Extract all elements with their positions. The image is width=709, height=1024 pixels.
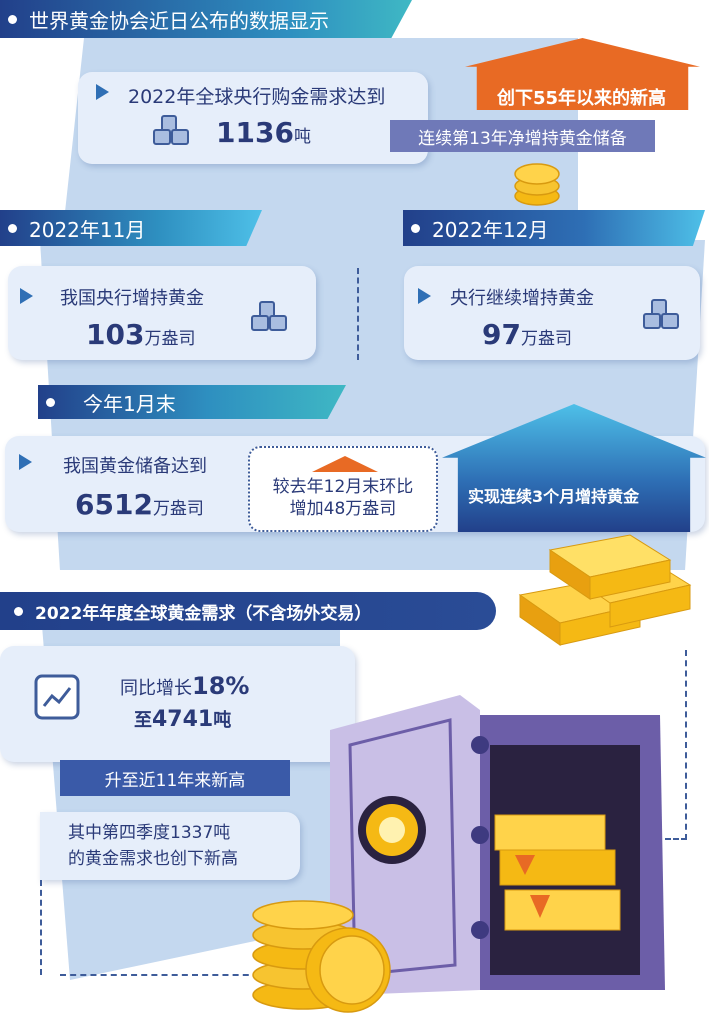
dec-label: 央行继续增持黄金 xyxy=(450,288,594,309)
trend-chart-icon xyxy=(34,674,80,720)
jan-label: 我国黄金储备达到 xyxy=(63,456,207,477)
consecutive-tag: 连续第13年净增持黄金储备 xyxy=(390,120,655,152)
gold-bars-icon xyxy=(153,115,189,145)
note-line1: 其中第四季度1337吨 xyxy=(68,823,231,843)
compare-line1: 较去年12月末环比 xyxy=(272,477,414,497)
total-prefix: 至 xyxy=(134,710,152,731)
growth-prefix: 同比增长 xyxy=(120,678,192,699)
up-arrow-icon xyxy=(312,456,378,472)
jan-banner: 今年1月末 xyxy=(38,385,346,419)
divider-dashed xyxy=(357,268,359,360)
bullet-icon xyxy=(14,606,23,616)
total-value: 4741 xyxy=(152,707,214,732)
q4-note-card: 其中第四季度1337吨 的黄金需求也创下新高 xyxy=(40,812,300,880)
note-line2: 的黄金需求也创下新高 xyxy=(68,849,238,869)
total-unit: 吨 xyxy=(213,710,232,731)
jan-value: 6512 xyxy=(75,488,153,521)
dec-value: 97 xyxy=(482,318,521,351)
coin-stack-icon xyxy=(514,163,560,206)
nov-card: 我国央行增持黄金 103万盎司 xyxy=(8,266,316,360)
consecutive-tag-text: 连续第13年净增持黄金储备 xyxy=(418,128,627,149)
play-triangle-icon xyxy=(418,288,431,304)
nov-value: 103 xyxy=(86,318,145,351)
gold-bars-icon xyxy=(643,299,679,329)
dec-banner: 2022年12月 xyxy=(403,210,705,246)
bullet-icon xyxy=(46,397,55,407)
three-months-text: 实现连续3个月增持黄金 xyxy=(468,487,640,506)
card-unit: 吨 xyxy=(293,127,311,147)
card-value: 1136 xyxy=(216,116,294,149)
nov-banner: 2022年11月 xyxy=(0,210,262,246)
bullet-icon xyxy=(411,223,420,233)
nov-label: 我国央行增持黄金 xyxy=(60,288,204,309)
annual-title: 2022年年度全球黄金需求（不含场外交易） xyxy=(35,603,372,624)
jan-title: 今年1月末 xyxy=(83,391,176,416)
dashed-connector xyxy=(40,880,80,975)
record-high-text: 创下55年以来的新高 xyxy=(497,88,667,109)
bullet-icon xyxy=(8,223,17,233)
dec-title: 2022年12月 xyxy=(432,217,549,242)
growth-value: 18% xyxy=(192,672,250,700)
section1-title-banner: 世界黄金协会近日公布的数据显示 xyxy=(0,0,412,38)
global-demand-card: 2022年全球央行购金需求达到 1136吨 xyxy=(78,72,428,164)
coin-pile-illustration xyxy=(252,900,391,1013)
dec-card: 央行继续增持黄金 97万盎司 xyxy=(404,266,700,360)
card-label: 2022年全球央行购金需求达到 xyxy=(128,86,386,108)
eleven-year-tag: 升至近11年来新高 xyxy=(60,760,290,796)
play-triangle-icon xyxy=(96,84,109,100)
dec-unit: 万盎司 xyxy=(520,329,572,349)
annual-card: 同比增长18% 至4741吨 xyxy=(0,646,355,762)
dashed-connector xyxy=(60,974,330,976)
play-triangle-icon xyxy=(19,454,32,470)
dashed-connector xyxy=(665,650,687,840)
nov-unit: 万盎司 xyxy=(144,329,196,349)
safe-illustration xyxy=(330,695,665,995)
gold-bars-icon xyxy=(251,301,287,331)
compare-box: 较去年12月末环比 增加48万盎司 xyxy=(248,446,438,532)
nov-title: 2022年11月 xyxy=(29,217,146,242)
jan-unit: 万盎司 xyxy=(152,499,204,519)
eleven-year-text: 升至近11年来新高 xyxy=(104,770,246,791)
play-triangle-icon xyxy=(20,288,33,304)
gold-bars-illustration xyxy=(518,534,692,646)
annual-banner: 2022年年度全球黄金需求（不含场外交易） xyxy=(0,592,496,630)
section1-title: 世界黄金协会近日公布的数据显示 xyxy=(29,8,329,33)
compare-line2: 增加48万盎司 xyxy=(289,499,397,519)
bullet-icon xyxy=(8,14,17,24)
